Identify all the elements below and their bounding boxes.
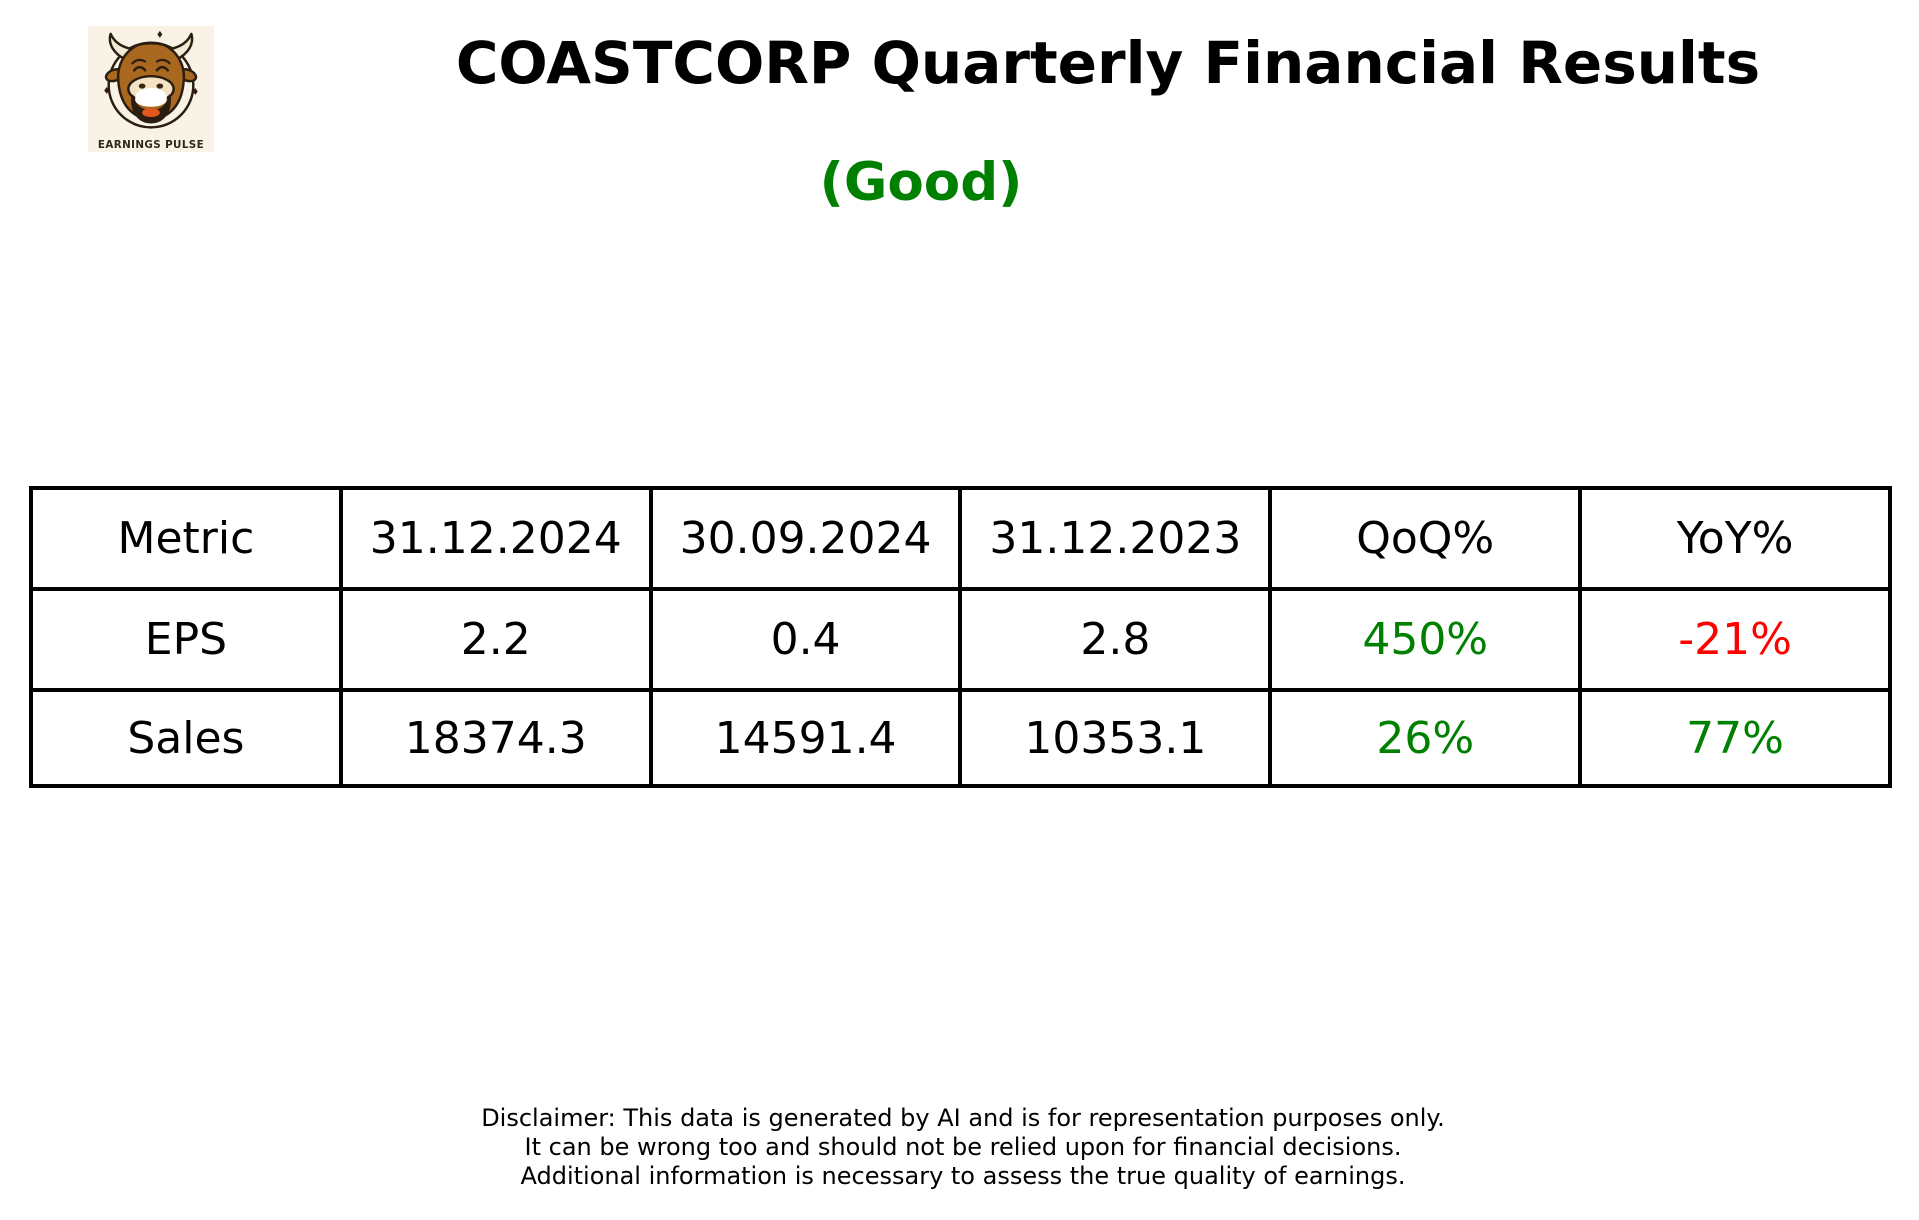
disclaimer-line: Disclaimer: This data is generated by AI… xyxy=(481,1104,1445,1132)
value-cell: 10353.1 xyxy=(958,688,1273,788)
table-header-row: Metric 31.12.2024 30.09.2024 31.12.2023 … xyxy=(29,486,1892,591)
header-cell-qoq: QoQ% xyxy=(1268,486,1583,591)
metric-cell: Sales xyxy=(29,688,343,788)
header-cell-yoy: YoY% xyxy=(1578,486,1892,591)
value-cell: 2.2 xyxy=(338,587,653,692)
disclaimer-line: Additional information is necessary to a… xyxy=(520,1162,1406,1190)
qoq-cell: 450% xyxy=(1268,587,1583,692)
verdict-label: (Good) xyxy=(819,152,1023,213)
disclaimer: Disclaimer: This data is generated by AI… xyxy=(481,1104,1445,1191)
header-cell-q-previous: 30.09.2024 xyxy=(648,486,963,591)
table-row-eps: EPS 2.2 0.4 2.8 450% -21% xyxy=(29,587,1892,692)
earnings-pulse-logo: EARNINGS PULSE xyxy=(88,26,214,152)
disclaimer-line: It can be wrong too and should not be re… xyxy=(524,1133,1402,1161)
value-cell: 14591.4 xyxy=(648,688,963,788)
yoy-cell: -21% xyxy=(1578,587,1892,692)
logo-brand-text: EARNINGS PULSE xyxy=(98,139,204,151)
yoy-cell: 77% xyxy=(1578,688,1892,788)
qoq-cell: 26% xyxy=(1268,688,1583,788)
bull-logo-icon: EARNINGS PULSE xyxy=(88,26,214,152)
financial-results-table: Metric 31.12.2024 30.09.2024 31.12.2023 … xyxy=(29,486,1892,788)
value-cell: 18374.3 xyxy=(338,688,653,788)
page-title: COASTCORP Quarterly Financial Results xyxy=(455,29,1761,97)
header-cell-q-yearago: 31.12.2023 xyxy=(958,486,1273,591)
table-row-sales: Sales 18374.3 14591.4 10353.1 26% 77% xyxy=(29,688,1892,788)
value-cell: 2.8 xyxy=(958,587,1273,692)
header-cell-metric: Metric xyxy=(29,486,343,591)
value-cell: 0.4 xyxy=(648,587,963,692)
metric-cell: EPS xyxy=(29,587,343,692)
header-cell-q-current: 31.12.2024 xyxy=(338,486,653,591)
